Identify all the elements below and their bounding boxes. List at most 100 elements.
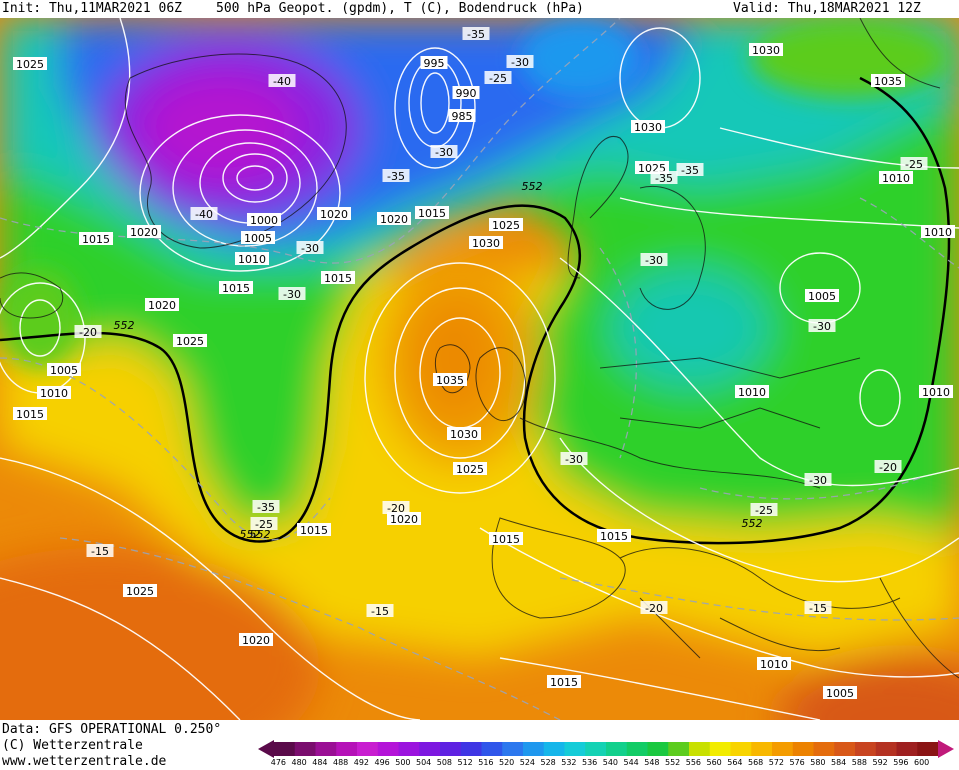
legend-color-swatch (709, 742, 731, 756)
temperature-label-text: -30 (809, 474, 827, 487)
temperature-label-text: -30 (813, 320, 831, 333)
legend-color-swatch (502, 742, 524, 756)
legend-tick-label: 536 (581, 758, 598, 767)
temperature-label-box (484, 71, 512, 84)
legend-color-swatch (896, 742, 918, 756)
temperature-label-text: -20 (879, 461, 897, 474)
isobar-label: 1025 (123, 584, 157, 598)
isobar-label-box (871, 74, 905, 87)
temperature-label-text: -25 (489, 72, 507, 85)
temperature-label-box (676, 163, 704, 176)
map-header: Init: Thu,11MAR2021 06Z 500 hPa Geopot. … (0, 0, 959, 18)
isobar-label-box (469, 236, 503, 249)
temperature-label-text: -25 (755, 504, 773, 517)
isobar-label: 1025 (173, 334, 207, 348)
legend-color-swatch (419, 742, 441, 756)
isobar-label-text: 1015 (492, 533, 520, 546)
temperature-label: -15 (366, 604, 394, 618)
isobar-label-box (547, 675, 581, 688)
isobar-label-box (921, 225, 955, 238)
isobar-label-text: 995 (424, 57, 445, 70)
temperature-label: -25 (250, 517, 278, 531)
valid-time: Valid: Thu,18MAR2021 12Z (733, 1, 921, 16)
isobar-label: 1015 (297, 523, 331, 537)
legend-color-swatch (523, 742, 545, 756)
temperature-label-text: -15 (809, 602, 827, 615)
map-title: 500 hPa Geopot. (gpdm), T (C), Bodendruc… (216, 1, 584, 16)
isobar-label: 1010 (735, 385, 769, 399)
copyright: (C) Wetterzentrale (2, 738, 143, 753)
legend-color-swatch (294, 742, 316, 756)
temperature-label: -30 (804, 473, 832, 487)
isobar-label: 1025 (13, 57, 47, 71)
isobar-label-box (635, 161, 669, 174)
isobar-label: 985 (448, 109, 476, 123)
legend-tick-label: 596 (893, 758, 909, 767)
isobar-label-text: 1030 (634, 121, 662, 134)
isobar-label-text: 1020 (148, 299, 176, 312)
isobar-lines (0, 18, 959, 720)
legend-color-swatch (336, 742, 358, 756)
isobar-label: 1035 (871, 74, 905, 88)
legend-tick-label: 600 (913, 758, 930, 767)
isobar-label-text: 1005 (808, 290, 836, 303)
temperature-label-box (190, 207, 218, 220)
legend-color-swatch (481, 742, 503, 756)
legend-tick-label: 488 (332, 758, 349, 767)
isobar-label-box (13, 407, 47, 420)
temperature-label: -20 (74, 325, 102, 339)
isobar-label-text: 1035 (436, 374, 464, 387)
legend-color-swatch (606, 742, 628, 756)
isobar-label: 1005 (823, 686, 857, 700)
temperature-labels: -35-30-25-40-40-30-35-30-30-20-30-35 -25-… (74, 27, 928, 618)
isobar-label: 995 (420, 56, 448, 70)
temperature-label-text: -30 (435, 146, 453, 159)
isobar-label-box (453, 462, 487, 475)
legend-tick-label: 568 (747, 758, 764, 767)
temperature-label-text: -40 (195, 208, 213, 221)
isobar-label-box (79, 232, 113, 245)
temperature-label-text: -25 (905, 158, 923, 171)
legend-tick-label: 528 (540, 758, 556, 767)
isobar-label-box (447, 427, 481, 440)
isobar-label: 1010 (919, 385, 953, 399)
temperature-label-text: -25 (255, 518, 273, 531)
temperature-label: -25 (750, 503, 778, 517)
legend-color-swatch (730, 742, 752, 756)
isobar-label: 1010 (235, 252, 269, 266)
legend-color-swatch (585, 742, 607, 756)
isobar-label-text: 1030 (450, 428, 478, 441)
isobar-label-text: 1015 (16, 408, 44, 421)
legend-color-swatch (751, 742, 773, 756)
geopotential-color-field (0, 18, 959, 720)
isobar-label-text: 1020 (130, 226, 158, 239)
isobar-label-box (317, 207, 351, 220)
legend-tick-label: 580 (810, 758, 826, 767)
isobar-label-box (433, 373, 467, 386)
isobar-label-text: 1025 (126, 585, 154, 598)
temperature-label: -20 (640, 601, 668, 615)
temperature-label: -30 (278, 287, 306, 301)
temperature-label-box (366, 604, 394, 617)
legend-color-swatch (689, 742, 711, 756)
isobar-label-box (13, 57, 47, 70)
legend-tick-label: 532 (561, 758, 577, 767)
temperature-label: -20 (382, 501, 410, 515)
temperature-label-text: -30 (283, 288, 301, 301)
isobar-label: 1005 (47, 363, 81, 377)
isobar-label-text: 1005 (826, 687, 854, 700)
isobar-label-box (127, 225, 161, 238)
temperature-label: -30 (560, 452, 588, 466)
isobar-label-box (235, 252, 269, 265)
legend-color-swatch (917, 742, 939, 756)
temperature-label: -35 (676, 163, 704, 177)
isobar-label-text: 1025 (16, 58, 44, 71)
isobar-label-box (321, 271, 355, 284)
isobar-label-box (247, 213, 281, 226)
temperature-label: -20 (874, 460, 902, 474)
temperature-label: -35 (650, 171, 678, 185)
isobar-label-text: 1020 (320, 208, 348, 221)
isobar-label-text: 1020 (390, 513, 418, 526)
legend-color-swatch (460, 742, 482, 756)
temperature-label-box (640, 601, 668, 614)
